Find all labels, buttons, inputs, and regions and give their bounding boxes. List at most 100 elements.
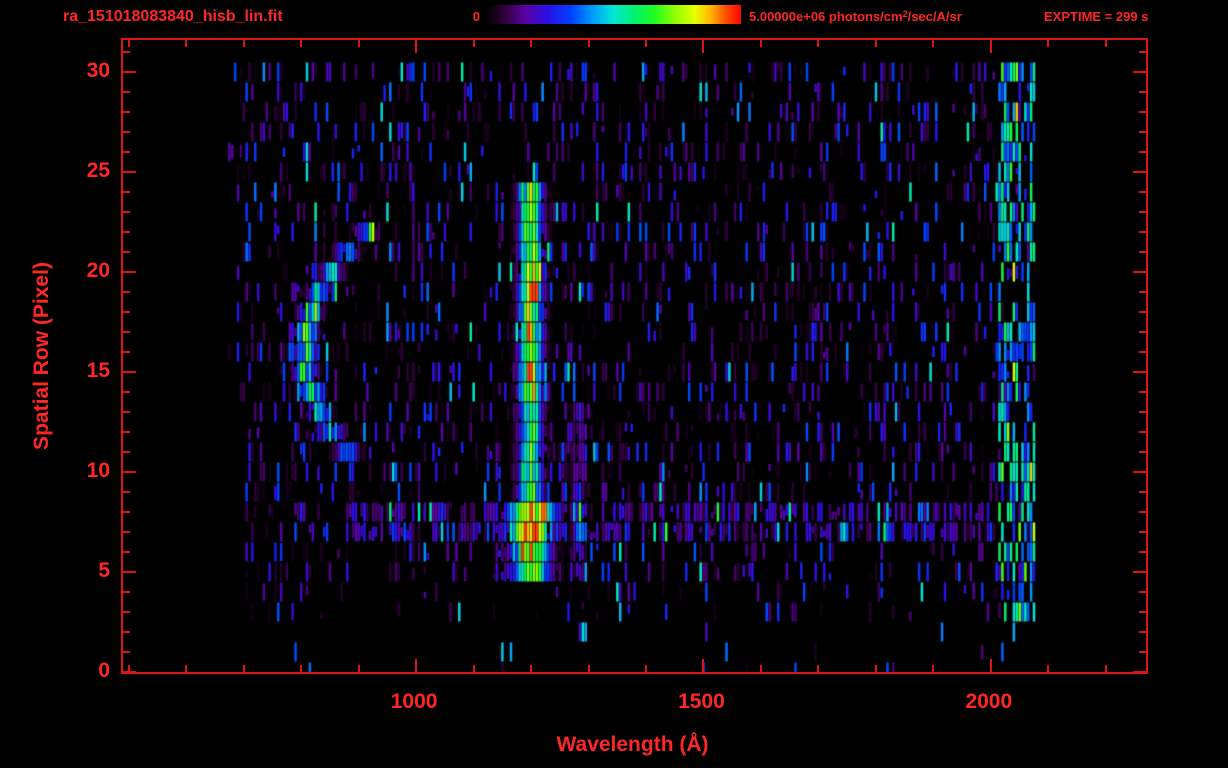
x-tick [644, 40, 647, 47]
colorbar-min-label: 0 [472, 9, 480, 24]
x-tick [127, 665, 130, 672]
colorbar-max-label: 5.00000e+06 photons/cm2/sec/A/sr [749, 9, 962, 24]
y-tick [123, 531, 130, 533]
y-tick [123, 191, 130, 193]
x-tick [932, 40, 935, 47]
y-tick [123, 311, 130, 313]
x-tick [874, 665, 877, 672]
x-tick [759, 40, 762, 47]
colorbar-max-units: 5.00000e+06 photons/cm [749, 9, 903, 24]
x-tick [530, 665, 533, 672]
y-tick [1133, 71, 1146, 73]
y-tick-label: 25 [86, 159, 110, 182]
x-tick [300, 40, 303, 47]
y-tick [123, 291, 130, 293]
y-tick [123, 151, 130, 153]
y-axis-title: Spatial Row (Pixel) [30, 262, 53, 450]
y-tick [123, 571, 136, 573]
y-tick [123, 431, 130, 433]
y-tick [123, 51, 130, 53]
y-tick [1139, 391, 1146, 393]
y-tick [123, 71, 136, 73]
y-tick [123, 491, 130, 493]
y-tick [1139, 211, 1146, 213]
y-tick [1139, 651, 1146, 653]
y-tick [1139, 51, 1146, 53]
y-tick [1139, 411, 1146, 413]
y-tick [123, 551, 130, 553]
y-tick [123, 651, 130, 653]
x-tick [1104, 665, 1107, 672]
y-tick-label: 15 [86, 359, 110, 382]
file-title: ra_151018083840_hisb_lin.fit [63, 8, 283, 25]
y-tick [123, 511, 130, 513]
y-tick [1133, 471, 1146, 473]
x-tick [185, 665, 188, 672]
y-tick [1139, 191, 1146, 193]
y-tick [1139, 351, 1146, 353]
y-tick [1133, 371, 1146, 373]
y-tick-label: 20 [86, 259, 110, 282]
x-tick [817, 40, 820, 47]
y-tick [1133, 171, 1146, 173]
x-tick [415, 40, 418, 53]
y-tick [1139, 291, 1146, 293]
y-tick [1139, 631, 1146, 633]
x-tick [702, 659, 705, 672]
y-tick [1139, 311, 1146, 313]
y-tick [123, 371, 136, 373]
y-tick-label: 0 [98, 659, 110, 682]
y-tick [1133, 571, 1146, 573]
y-tick [123, 231, 130, 233]
x-tick [1047, 665, 1050, 672]
y-tick [1133, 271, 1146, 273]
x-tick [242, 40, 245, 47]
y-tick [1139, 251, 1146, 253]
y-tick [123, 111, 130, 113]
y-tick [1139, 511, 1146, 513]
y-tick [123, 411, 130, 413]
y-tick [1139, 331, 1146, 333]
y-tick [123, 611, 130, 613]
x-tick [415, 659, 418, 672]
y-tick [1139, 491, 1146, 493]
y-tick [123, 131, 130, 133]
x-tick [472, 665, 475, 672]
x-tick-label: 1000 [390, 690, 438, 713]
x-tick [1047, 40, 1050, 47]
y-tick-label: 5 [98, 559, 110, 582]
x-tick [242, 665, 245, 672]
x-tick [874, 40, 877, 47]
x-tick [1104, 40, 1107, 47]
colorbar-units-superscript: 2 [902, 9, 908, 19]
y-tick [1139, 551, 1146, 553]
x-tick [587, 40, 590, 47]
y-tick [123, 391, 130, 393]
y-tick [123, 171, 136, 173]
x-tick [472, 40, 475, 47]
x-tick-label: 1500 [678, 690, 725, 713]
x-axis-title: Wavelength (Å) [556, 733, 709, 756]
y-tick [123, 451, 130, 453]
x-tick [817, 665, 820, 672]
x-tick [702, 40, 705, 53]
y-tick [123, 91, 130, 93]
y-tick [123, 351, 130, 353]
x-tick [357, 665, 360, 672]
x-tick [357, 40, 360, 47]
y-tick [1139, 231, 1146, 233]
y-tick [1139, 431, 1146, 433]
x-tick [989, 659, 992, 672]
y-tick [123, 211, 130, 213]
x-tick [127, 40, 130, 47]
y-tick [1133, 671, 1146, 672]
y-tick [123, 591, 130, 593]
x-tick [989, 40, 992, 53]
y-tick [123, 251, 130, 253]
y-tick [1139, 451, 1146, 453]
y-tick [123, 671, 136, 672]
y-tick [1139, 131, 1146, 133]
y-tick [123, 271, 136, 273]
x-tick [644, 665, 647, 672]
